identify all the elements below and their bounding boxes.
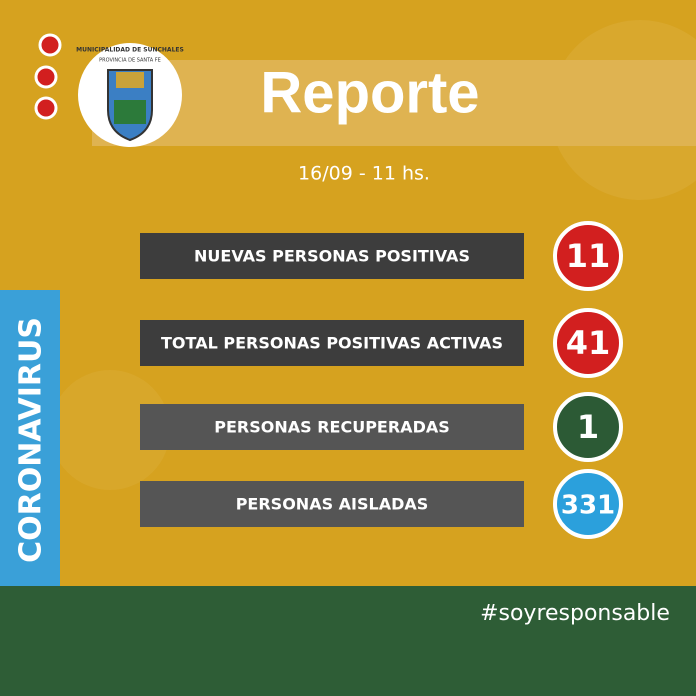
stat-label-box xyxy=(140,320,524,366)
stat-circle xyxy=(553,392,623,462)
dot xyxy=(38,33,62,57)
stat-label: PERSONAS AISLADAS xyxy=(236,495,429,514)
stat-value: 331 xyxy=(561,491,615,521)
stat-value: 41 xyxy=(566,324,611,362)
stat-label-box xyxy=(140,404,524,450)
dot xyxy=(34,65,58,89)
footer-band xyxy=(0,586,696,696)
hashtag: #soyresponsable xyxy=(480,601,670,626)
stat-label-box xyxy=(140,233,524,279)
title: Reporte xyxy=(260,60,479,125)
menu-dots xyxy=(34,33,62,120)
side-band xyxy=(0,290,60,590)
stat-value: 11 xyxy=(566,237,611,275)
logo-field xyxy=(114,100,146,124)
stat-label: TOTAL PERSONAS POSITIVAS ACTIVAS xyxy=(161,334,503,353)
side-label: CORONAVIRUS xyxy=(14,317,49,563)
logo-crown xyxy=(116,72,144,88)
stat-label: PERSONAS RECUPERADAS xyxy=(214,418,450,437)
dot xyxy=(34,96,58,120)
header-band xyxy=(92,60,696,146)
deco-virus xyxy=(50,370,170,490)
logo-province: PROVINCIA DE SANTA FE xyxy=(99,58,161,64)
stat-circle xyxy=(553,469,623,539)
stat-value: 1 xyxy=(577,408,599,446)
logo-name: MUNICIPALIDAD DE SUNCHALES xyxy=(76,47,184,54)
logo: MUNICIPALIDAD DE SUNCHALES PROVINCIA DE … xyxy=(76,43,184,147)
stat-label: NUEVAS PERSONAS POSITIVAS xyxy=(194,247,470,266)
stat-rows: NUEVAS PERSONAS POSITIVAS 11 TOTAL PERSONA… xyxy=(140,221,623,539)
subtitle: 16/09 - 11 hs. xyxy=(298,163,430,185)
stat-label-box xyxy=(140,481,524,527)
stat-circle xyxy=(553,221,623,291)
stat-circle xyxy=(553,308,623,378)
